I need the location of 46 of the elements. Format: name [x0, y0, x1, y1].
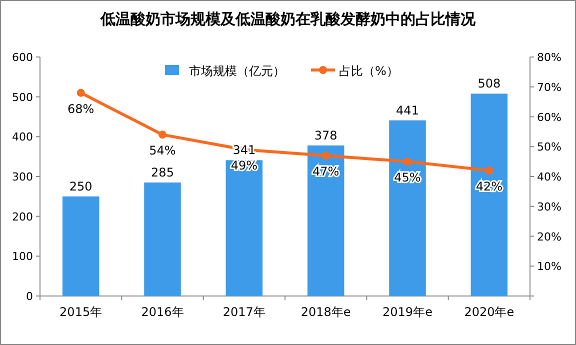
data-label: 45%: [394, 170, 421, 185]
bar: [226, 160, 263, 296]
x-tick-label: 2018年e: [300, 305, 351, 319]
y-tick-label: 300: [12, 170, 33, 184]
y2-tick-label: 80%: [537, 51, 562, 64]
legend-label: 市场规模（亿元）: [189, 64, 285, 78]
data-label: 49%: [230, 158, 258, 173]
point: [76, 88, 85, 97]
bar: [389, 120, 426, 296]
legend-label: 占比（%）: [339, 64, 398, 78]
data-label: 47%: [312, 164, 340, 179]
data-label: 378: [314, 128, 338, 142]
y2-tick-label: 30%: [537, 200, 562, 214]
data-label: 285: [151, 165, 174, 180]
y-tick-label: 200: [12, 210, 33, 224]
x-tick-label: 2019年e: [382, 305, 432, 319]
bar: [62, 196, 100, 296]
x-tick-label: 2020年e: [464, 305, 514, 319]
y2-tick-label: 20%: [537, 230, 562, 244]
x-tick-label: 2017年: [222, 305, 266, 319]
data-label: 68%: [67, 102, 94, 116]
x-tick-label: 2016年: [141, 305, 184, 319]
point: [158, 130, 166, 139]
bar: [470, 94, 508, 296]
point: [485, 166, 494, 175]
data-label: 250: [69, 179, 92, 194]
y-tick-label: 500: [12, 90, 33, 104]
y-tick-label: 100: [12, 250, 33, 264]
chart-title: 低温酸奶市场规模及低温酸奶在乳酸发酵奶中的占比情况: [100, 10, 476, 28]
x-tick-label: 2015年: [60, 305, 102, 319]
point: [404, 158, 412, 166]
y2-tick-label: 60%: [537, 110, 562, 124]
y2-tick-label: 40%: [537, 170, 562, 184]
y2-tick-label: 70%: [537, 80, 562, 94]
data-label: 54%: [149, 144, 176, 158]
y2-tick-label: 10%: [537, 260, 562, 274]
y2-tick-label: 50%: [537, 140, 562, 154]
bar: [307, 145, 344, 296]
y-tick-label: 600: [12, 51, 33, 64]
data-label: 508: [478, 76, 501, 91]
data-label: 441: [396, 103, 419, 118]
y-tick-label: 400: [12, 130, 33, 144]
y-tick-label: 0: [26, 290, 33, 303]
bar: [144, 182, 181, 296]
point: [322, 152, 330, 160]
data-label: 42%: [476, 180, 503, 194]
